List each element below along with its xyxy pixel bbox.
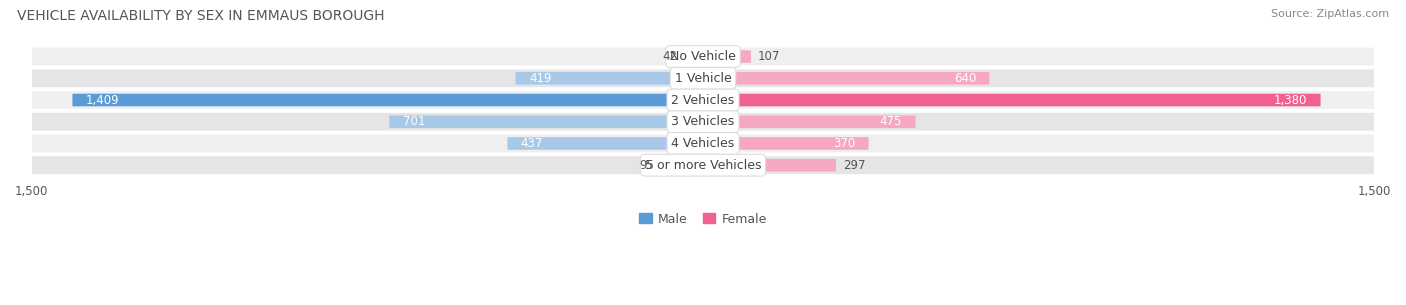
Legend: Male, Female: Male, Female [634,207,772,231]
FancyBboxPatch shape [703,159,837,171]
FancyBboxPatch shape [32,48,1374,66]
Text: 42: 42 [662,50,678,63]
FancyBboxPatch shape [703,50,751,63]
FancyBboxPatch shape [32,156,1374,174]
Text: VEHICLE AVAILABILITY BY SEX IN EMMAUS BOROUGH: VEHICLE AVAILABILITY BY SEX IN EMMAUS BO… [17,9,384,23]
FancyBboxPatch shape [703,94,1320,106]
Text: 1 Vehicle: 1 Vehicle [675,72,731,85]
FancyBboxPatch shape [32,113,1374,131]
Text: 5 or more Vehicles: 5 or more Vehicles [645,159,761,172]
Text: 640: 640 [953,72,976,85]
Text: 297: 297 [842,159,865,172]
FancyBboxPatch shape [32,91,1374,109]
Text: Source: ZipAtlas.com: Source: ZipAtlas.com [1271,9,1389,19]
Text: 419: 419 [529,72,551,85]
Text: 701: 701 [402,115,425,128]
Text: 1,380: 1,380 [1274,94,1308,106]
FancyBboxPatch shape [32,135,1374,152]
Text: 437: 437 [520,137,543,150]
FancyBboxPatch shape [685,50,703,63]
Text: 370: 370 [832,137,855,150]
Text: 95: 95 [638,159,654,172]
FancyBboxPatch shape [703,72,990,84]
FancyBboxPatch shape [703,116,915,128]
FancyBboxPatch shape [508,137,703,150]
Text: No Vehicle: No Vehicle [671,50,735,63]
Text: 4 Vehicles: 4 Vehicles [672,137,734,150]
Text: 1,409: 1,409 [86,94,120,106]
Text: 107: 107 [758,50,780,63]
FancyBboxPatch shape [32,70,1374,87]
Text: 475: 475 [880,115,903,128]
FancyBboxPatch shape [389,116,703,128]
FancyBboxPatch shape [661,159,703,171]
FancyBboxPatch shape [516,72,703,84]
FancyBboxPatch shape [703,137,869,150]
Text: 3 Vehicles: 3 Vehicles [672,115,734,128]
Text: 2 Vehicles: 2 Vehicles [672,94,734,106]
FancyBboxPatch shape [73,94,703,106]
